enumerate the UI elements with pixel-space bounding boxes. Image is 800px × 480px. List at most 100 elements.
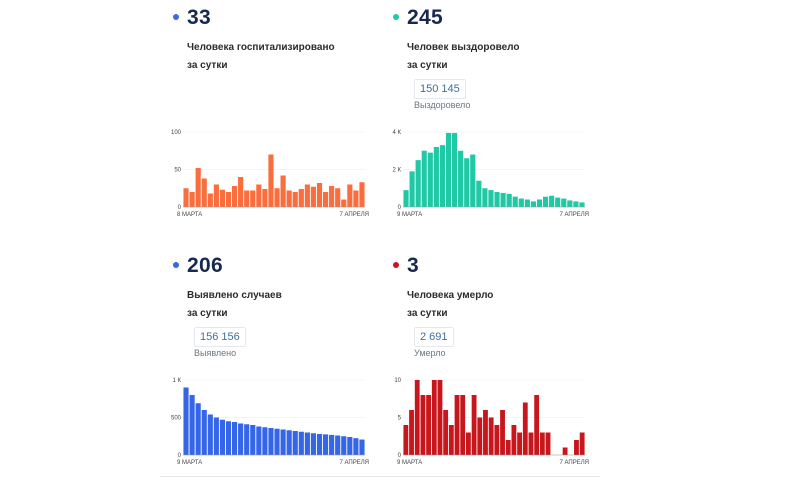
- y-tick-label: 10: [394, 378, 401, 384]
- bar: [471, 395, 477, 455]
- bar: [329, 434, 335, 455]
- bar: [335, 188, 341, 207]
- bar: [244, 424, 250, 455]
- bar: [359, 439, 365, 455]
- bar: [262, 189, 268, 207]
- bar: [415, 160, 421, 207]
- bar: [322, 434, 329, 455]
- bar: [483, 410, 488, 455]
- bar: [470, 154, 476, 207]
- bar: [298, 189, 304, 207]
- bar: [524, 199, 530, 207]
- hospitalized-bar-chart: 0 50 100 8 МАРТА 7 АПРЕЛЯ: [171, 130, 369, 218]
- bar: [426, 395, 432, 455]
- desc-line-1: Человек выздоровело: [407, 42, 520, 53]
- bar: [310, 186, 317, 207]
- bar: [561, 198, 567, 207]
- bar: [189, 192, 195, 207]
- bar: [231, 422, 238, 455]
- bar: [476, 180, 482, 207]
- bar: [500, 410, 505, 455]
- bar: [522, 402, 528, 455]
- recovered-count: 245: [407, 6, 443, 29]
- bar: [207, 193, 213, 207]
- bar: [183, 387, 189, 455]
- bar: [268, 428, 274, 455]
- deaths-bar-chart: 0 5 10 9 МАРТА 7 АПРЕЛЯ: [394, 378, 589, 466]
- y-tick-label: 4 К: [393, 130, 402, 136]
- bar: [329, 186, 335, 207]
- deaths-total-label: Умерло: [414, 348, 446, 358]
- y-tick-label: 1 К: [173, 378, 182, 384]
- x-start-label: 8 МАРТА: [177, 212, 202, 218]
- bar: [414, 380, 420, 455]
- bar: [347, 184, 353, 207]
- desc-line-1: Человека госпитализировано: [187, 42, 335, 53]
- cases-bar-chart: 0 500 1 К 9 МАРТА 7 АПРЕЛЯ: [171, 378, 369, 466]
- bar: [250, 425, 256, 455]
- bar: [477, 417, 483, 455]
- bar: [579, 432, 585, 455]
- bar: [238, 177, 244, 207]
- y-tick-label: 0: [178, 205, 182, 211]
- bar: [341, 436, 347, 455]
- bar: [195, 403, 201, 455]
- bar: [517, 432, 523, 455]
- bar: [256, 184, 262, 207]
- bar: [465, 432, 471, 455]
- bar: [567, 200, 573, 207]
- bar: [500, 192, 506, 207]
- hospitalized-count: 33: [187, 6, 211, 29]
- y-tick-label: 50: [174, 168, 181, 174]
- bar: [445, 132, 452, 207]
- y-tick-label: 0: [398, 453, 402, 459]
- bar: [353, 190, 359, 207]
- bar: [488, 417, 494, 455]
- bar: [448, 425, 454, 455]
- deaths-total: 2 691: [414, 327, 454, 347]
- bar: [539, 432, 545, 455]
- bar: [286, 190, 292, 207]
- bar: [262, 427, 268, 455]
- bar: [512, 196, 518, 207]
- bar: [359, 182, 365, 207]
- x-start-label: 9 МАРТА: [397, 460, 422, 466]
- cases-count: 206: [187, 254, 223, 277]
- bar: [353, 438, 359, 455]
- bar: [528, 432, 534, 455]
- bar: [335, 435, 341, 455]
- bar: [545, 432, 551, 455]
- bottom-divider: [160, 476, 600, 477]
- bar: [579, 202, 585, 207]
- bar: [201, 410, 207, 455]
- bar: [219, 189, 226, 207]
- bullet-dot: [173, 262, 179, 268]
- bar: [231, 186, 238, 207]
- bar: [347, 437, 353, 455]
- bar: [562, 447, 568, 455]
- bullet-dot: [173, 14, 179, 20]
- recovered-bar-chart: 0 2 К 4 К 9 МАРТА 7 АПРЕЛЯ: [393, 130, 590, 218]
- bar: [534, 395, 540, 455]
- x-end-label: 7 АПРЕЛЯ: [339, 460, 369, 466]
- bar: [225, 192, 232, 207]
- bar: [286, 430, 292, 455]
- desc-line-2: за сутки: [187, 60, 228, 71]
- recovered-total: 150 145: [414, 79, 466, 99]
- bar: [195, 168, 201, 207]
- bar: [213, 417, 219, 455]
- bar: [460, 395, 466, 455]
- x-start-label: 9 МАРТА: [397, 212, 422, 218]
- bar: [555, 197, 561, 207]
- bar: [244, 190, 250, 207]
- cases-total: 156 156: [194, 327, 246, 347]
- bar: [506, 193, 512, 207]
- bar: [542, 196, 549, 207]
- recovered-description: Человек выздоровело за сутки: [407, 39, 520, 75]
- bullet-dot: [393, 14, 399, 20]
- bar: [482, 188, 488, 207]
- bar: [274, 428, 280, 455]
- bar: [403, 425, 409, 455]
- bar: [219, 419, 226, 455]
- bar: [433, 147, 439, 207]
